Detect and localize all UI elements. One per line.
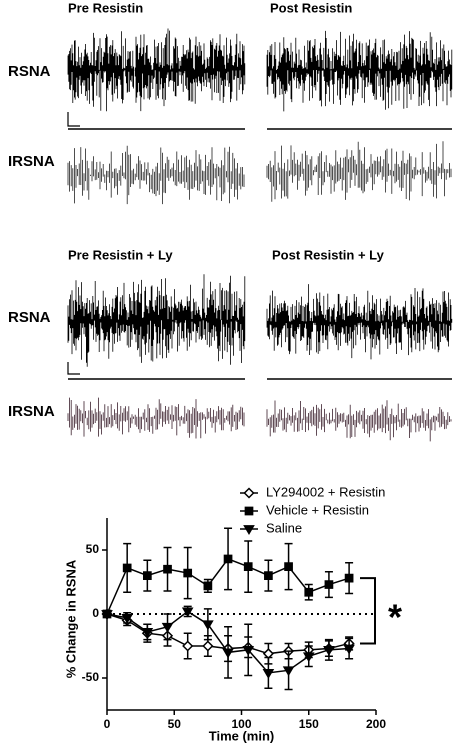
x-tick-label: 200 <box>366 717 386 731</box>
y-tick-label: -50 <box>82 670 100 684</box>
row-label: RSNA <box>8 309 51 326</box>
trace-title: Pre Resistin + Ly <box>68 247 173 262</box>
marker <box>223 554 233 564</box>
trace-title: Post Resistin <box>270 0 352 15</box>
nerve-trace <box>67 274 246 367</box>
scale-bar <box>67 362 80 375</box>
trace-title: Pre Resistin <box>68 0 143 15</box>
marker <box>183 568 193 578</box>
x-tick-label: 50 <box>168 717 182 731</box>
marker <box>324 580 334 589</box>
marker <box>243 487 255 499</box>
row-label: RSNA <box>8 63 51 80</box>
x-tick-label: 0 <box>104 717 111 731</box>
trace-title: Post Resistin + Ly <box>272 247 385 262</box>
marker <box>243 562 253 571</box>
marker <box>101 610 113 620</box>
x-tick-label: 150 <box>299 717 319 731</box>
marker <box>161 622 174 633</box>
marker <box>242 645 255 656</box>
y-axis-label: % Change in RSNA <box>63 559 78 678</box>
marker <box>202 620 214 631</box>
marker <box>264 571 273 580</box>
marker <box>282 666 295 677</box>
nerve-trace <box>266 141 452 202</box>
marker <box>243 525 255 535</box>
marker <box>344 573 354 583</box>
x-tick-label: 100 <box>231 717 251 731</box>
scale-bar <box>67 112 80 127</box>
marker <box>141 628 154 638</box>
marker <box>302 652 315 663</box>
marker <box>222 648 234 659</box>
marker <box>244 506 254 516</box>
marker <box>182 640 194 652</box>
bracket <box>360 577 376 645</box>
legend-label: LY294002 + Resistin <box>266 484 385 499</box>
marker <box>181 607 194 618</box>
y-tick-label: 0 <box>92 606 99 620</box>
nerve-trace <box>266 400 452 442</box>
y-tick-label: 50 <box>86 542 100 556</box>
marker <box>343 644 355 655</box>
marker <box>284 562 293 571</box>
nerve-trace <box>266 30 453 112</box>
row-label: IRSNA <box>8 153 55 170</box>
marker <box>203 581 213 591</box>
marker <box>163 564 172 574</box>
nerve-trace <box>67 28 246 112</box>
annotation: * <box>388 597 402 638</box>
marker <box>202 640 214 652</box>
nerve-trace <box>67 397 245 439</box>
row-label: IRSNA <box>8 403 55 420</box>
x-axis-label: Time (min) <box>209 728 275 743</box>
legend-label: Saline <box>266 520 302 535</box>
marker <box>262 668 275 679</box>
marker <box>121 613 133 624</box>
nerve-trace <box>67 145 245 205</box>
marker <box>122 563 132 573</box>
nerve-trace <box>266 284 453 360</box>
marker <box>304 587 314 597</box>
marker <box>143 571 152 580</box>
marker <box>323 645 335 656</box>
legend-label: Vehicle + Resistin <box>266 502 369 517</box>
